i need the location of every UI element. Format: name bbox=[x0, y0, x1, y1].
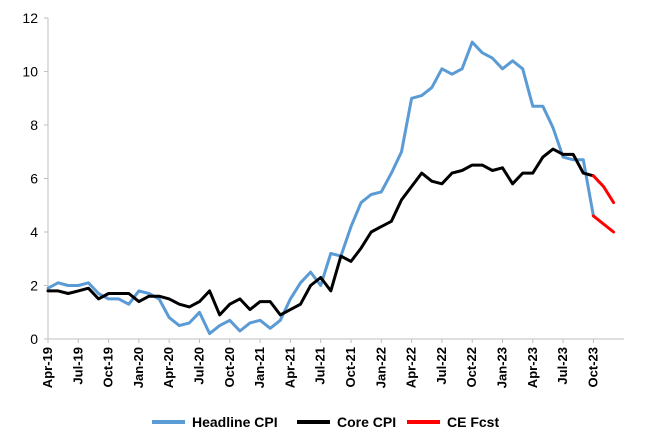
series-line-ce-fcst bbox=[591, 214, 616, 234]
x-tick-label: Apr-19 bbox=[40, 347, 55, 388]
y-tick-label: 0 bbox=[30, 331, 38, 347]
legend-label: CE Fcst bbox=[447, 414, 499, 430]
series-line-ce-fcst bbox=[591, 174, 616, 205]
x-tick-label: Jul-19 bbox=[70, 347, 85, 385]
legend-label: Core CPI bbox=[337, 414, 396, 430]
x-tick-label: Oct-22 bbox=[464, 347, 479, 387]
x-axis: Apr-19 Jul-19 Oct-19 Jan-20 Apr-20 Jul-20 Oct-… bbox=[40, 338, 624, 388]
x-tick-label: Oct-23 bbox=[585, 347, 600, 387]
y-axis: 0 2 4 6 8 10 12 bbox=[22, 10, 49, 347]
x-tick-label: Apr-22 bbox=[404, 347, 419, 388]
plot-area bbox=[46, 40, 616, 336]
y-tick-label: 6 bbox=[30, 171, 38, 187]
y-tick-label: 2 bbox=[30, 278, 38, 294]
x-tick-label: Jul-21 bbox=[313, 347, 328, 385]
x-tick-label: Jan-20 bbox=[131, 347, 146, 388]
x-tick-label: Jul-23 bbox=[555, 347, 570, 385]
x-tick-label: Apr-23 bbox=[525, 347, 540, 388]
x-tick-label: Oct-19 bbox=[101, 347, 116, 387]
x-tick-label: Jan-23 bbox=[495, 347, 510, 388]
legend: Headline CPI Core CPI CE Fcst bbox=[152, 414, 499, 430]
x-tick-label: Oct-20 bbox=[222, 347, 237, 387]
y-tick-label: 8 bbox=[30, 117, 38, 133]
x-tick-label: Oct-21 bbox=[343, 347, 358, 387]
x-tick-label: Apr-21 bbox=[282, 347, 297, 388]
x-tick-label: Jul-22 bbox=[434, 347, 449, 385]
x-tick-label: Jul-20 bbox=[192, 347, 207, 385]
series-line-headline-cpi bbox=[46, 40, 595, 336]
y-tick-label: 4 bbox=[30, 224, 38, 240]
series-line-core-cpi bbox=[46, 147, 595, 317]
x-tick-label: Apr-20 bbox=[161, 347, 176, 388]
legend-label: Headline CPI bbox=[192, 414, 278, 430]
x-tick-label: Jan-22 bbox=[373, 347, 388, 388]
y-tick-label: 10 bbox=[22, 64, 38, 80]
y-tick-label: 12 bbox=[22, 10, 38, 26]
x-tick-label: Jan-21 bbox=[252, 347, 267, 388]
